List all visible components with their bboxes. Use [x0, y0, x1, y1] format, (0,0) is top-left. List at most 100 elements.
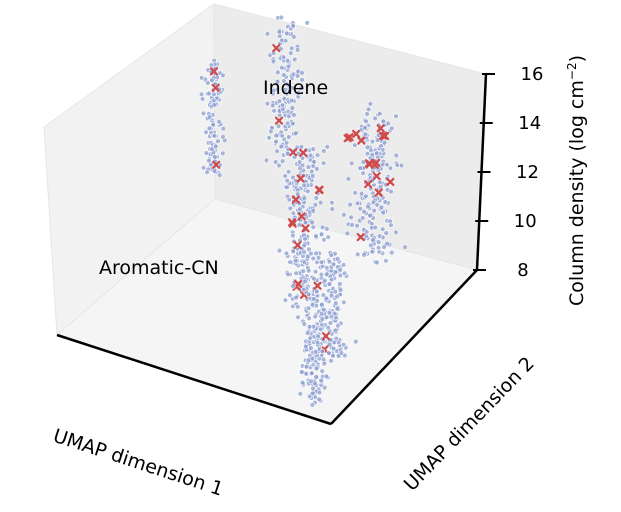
data-point [309, 402, 316, 408]
data-point [312, 268, 319, 275]
data-point [306, 305, 312, 311]
data-point [341, 299, 347, 305]
data-point [383, 258, 389, 264]
data-point [363, 229, 370, 235]
data-point [389, 249, 395, 256]
data-point [285, 271, 291, 277]
data-point [286, 197, 292, 203]
data-point [333, 300, 339, 306]
data-point [302, 278, 308, 285]
data-point [318, 259, 325, 265]
data-point [360, 170, 366, 176]
data-point [314, 339, 321, 346]
data-point [220, 150, 226, 157]
highlighted-point [296, 174, 305, 183]
data-point [311, 276, 317, 282]
highlighted-point [272, 44, 281, 53]
data-point [326, 281, 333, 287]
data-point [323, 295, 329, 302]
data-point [341, 212, 347, 218]
data-point [304, 20, 310, 26]
data-point [305, 188, 311, 195]
data-point [367, 212, 373, 219]
data-point [299, 70, 305, 76]
data-point [301, 182, 307, 188]
data-point [372, 224, 378, 231]
data-point [200, 165, 207, 171]
data-point [333, 335, 339, 342]
data-point [363, 193, 369, 199]
data-point [290, 283, 296, 289]
data-point [302, 219, 309, 226]
data-point [306, 246, 312, 253]
data-point [198, 91, 205, 98]
highlighted-point [212, 160, 221, 169]
data-point [324, 271, 330, 277]
data-point [314, 298, 320, 304]
data-point [284, 30, 290, 37]
data-point [290, 232, 296, 239]
data-point [216, 118, 222, 125]
data-point [287, 292, 293, 298]
data-point [313, 233, 319, 239]
data-point [319, 368, 325, 374]
data-point [364, 111, 370, 117]
data-point [380, 226, 386, 232]
data-point [383, 230, 389, 236]
data-point [312, 314, 318, 320]
data-point [303, 343, 309, 350]
data-point [364, 144, 371, 151]
annotation-indene: Indene [263, 77, 328, 99]
data-point [306, 324, 313, 330]
data-point [275, 123, 282, 129]
data-point [376, 233, 383, 239]
data-point [389, 125, 395, 132]
data-point [299, 77, 305, 83]
data-point [313, 250, 319, 257]
data-point [280, 54, 287, 60]
data-point [293, 294, 299, 301]
data-point [334, 306, 340, 312]
data-point [310, 255, 316, 262]
highlighted-point [299, 148, 308, 157]
data-point [315, 255, 322, 261]
data-point [290, 248, 296, 255]
data-point [275, 69, 281, 76]
data-point [322, 385, 328, 391]
data-point [209, 77, 215, 84]
data-point [299, 380, 306, 386]
data-point [301, 242, 307, 249]
data-point [280, 106, 286, 113]
data-point [206, 125, 213, 132]
data-point [319, 322, 325, 328]
data-point [332, 288, 339, 295]
data-point [281, 72, 287, 78]
data-point [337, 272, 344, 279]
data-point [209, 146, 215, 152]
data-point [321, 148, 327, 154]
data-point [374, 150, 380, 157]
data-point [349, 222, 355, 228]
data-point [367, 101, 374, 107]
highlighted-point [321, 332, 331, 341]
data-point [325, 234, 331, 240]
data-point [291, 112, 297, 118]
data-point [279, 158, 286, 164]
data-point [291, 34, 297, 40]
scatter-points [198, 14, 408, 408]
data-point [314, 259, 320, 265]
data-point [329, 200, 335, 206]
data-point [263, 157, 270, 164]
data-point [312, 380, 318, 387]
data-point [354, 223, 360, 229]
data-point [299, 369, 305, 375]
data-point [301, 249, 307, 255]
highlighted-point [374, 188, 383, 197]
data-point [377, 110, 383, 117]
data-point [377, 184, 384, 190]
data-point [297, 206, 303, 212]
data-point [278, 143, 285, 150]
data-point [276, 29, 282, 35]
data-point [368, 147, 374, 153]
data-point [314, 152, 321, 158]
